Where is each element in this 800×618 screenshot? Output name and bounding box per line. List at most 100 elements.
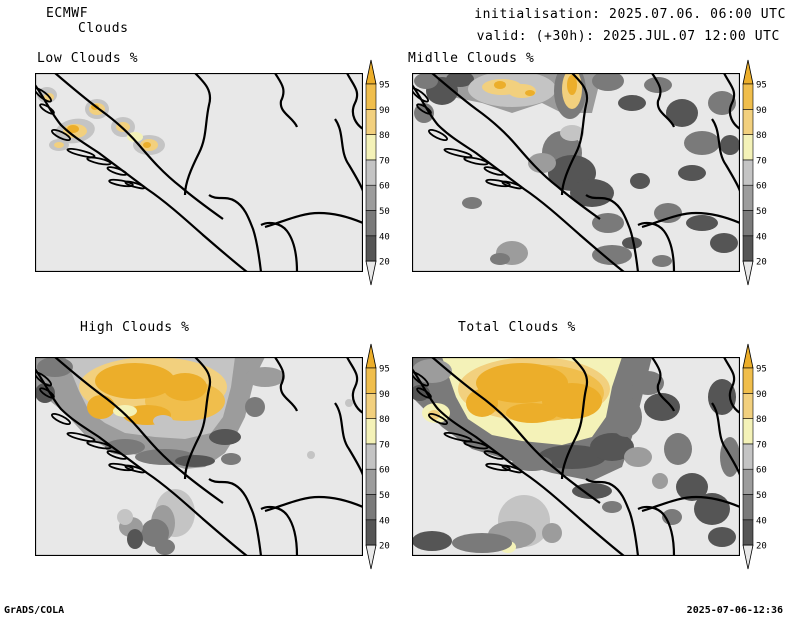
colorbar-bottom-arrow bbox=[742, 544, 754, 570]
cloud-field bbox=[127, 132, 143, 142]
map-background bbox=[35, 73, 363, 272]
border-line bbox=[264, 495, 363, 513]
colorbar-segment bbox=[365, 418, 377, 445]
total-clouds-map bbox=[412, 357, 740, 556]
colorbar-segment bbox=[365, 443, 377, 470]
cloud-field bbox=[412, 531, 452, 551]
colorbar-segment bbox=[365, 392, 377, 419]
colorbar-tick-label: 20 bbox=[756, 542, 767, 552]
colorbar-tick-label: 20 bbox=[379, 258, 390, 268]
border-line bbox=[723, 357, 740, 414]
colorbar-segment bbox=[742, 210, 754, 237]
cloud-field bbox=[676, 473, 708, 501]
border-line bbox=[431, 73, 601, 220]
border-line bbox=[651, 357, 676, 412]
cloud-field bbox=[710, 233, 738, 253]
border-line bbox=[346, 73, 363, 130]
island-outline bbox=[485, 178, 511, 188]
colorbar-tick-label: 50 bbox=[379, 491, 390, 501]
cloud-field bbox=[622, 237, 642, 249]
cloud-field bbox=[708, 379, 736, 415]
colorbar-segment bbox=[742, 235, 754, 262]
border-line bbox=[637, 505, 676, 556]
border-line bbox=[183, 357, 212, 480]
island-outline bbox=[483, 450, 505, 460]
colorbar-tick-label: 70 bbox=[756, 156, 767, 166]
cloud-field bbox=[538, 445, 606, 469]
colorbar-tick-label: 70 bbox=[379, 440, 390, 450]
border-line bbox=[54, 73, 224, 220]
colorbar-tick-label: 90 bbox=[379, 390, 390, 400]
island-outline bbox=[501, 464, 523, 474]
border-line bbox=[711, 118, 740, 192]
colorbar-segment bbox=[365, 108, 377, 135]
cloud-field bbox=[678, 165, 706, 181]
cloud-field bbox=[462, 197, 482, 209]
colorbar-tick-label: 50 bbox=[756, 207, 767, 217]
colorbar-tick-label: 20 bbox=[756, 258, 767, 268]
product-label: Clouds bbox=[78, 21, 129, 36]
cloud-field bbox=[452, 533, 512, 553]
colorbar-tick-label: 60 bbox=[756, 182, 767, 192]
colorbar-middle-svg: 20 40 50 60 70 80 90 95 bbox=[742, 59, 767, 286]
colorbar-segment bbox=[365, 210, 377, 237]
initialisation-time: initialisation: 2025.07.06. 06:00 UTC bbox=[474, 7, 786, 22]
colorbar-segment bbox=[742, 392, 754, 419]
island-outline bbox=[51, 128, 71, 142]
border-line bbox=[334, 402, 363, 476]
border-line bbox=[431, 357, 601, 504]
colorbar-tick-label: 80 bbox=[756, 415, 767, 425]
colorbar-tick-label: 95 bbox=[756, 81, 767, 91]
map-frame bbox=[412, 73, 740, 272]
panel-title-low: Low Clouds % bbox=[37, 51, 139, 66]
cloud-field bbox=[490, 253, 510, 265]
colorbar-top-arrow bbox=[365, 59, 377, 85]
cloud-field bbox=[592, 73, 624, 91]
island-outline bbox=[66, 431, 96, 443]
cloud-field bbox=[590, 433, 634, 461]
island-outline bbox=[463, 156, 489, 166]
cloud-field bbox=[644, 393, 680, 421]
cloud-field bbox=[67, 125, 79, 133]
panel-title-middle: Midlle Clouds % bbox=[408, 51, 535, 66]
island-outline bbox=[106, 450, 128, 460]
cloud-field bbox=[54, 142, 64, 148]
cloud-field bbox=[506, 403, 558, 423]
colorbar-segment bbox=[742, 468, 754, 495]
cloud-field bbox=[684, 131, 720, 155]
colorbar-top-arrow bbox=[742, 343, 754, 369]
cloud-field bbox=[708, 527, 736, 547]
cloud-field bbox=[652, 473, 668, 489]
border-line bbox=[264, 211, 363, 229]
border-line bbox=[641, 495, 740, 513]
colorbar-segment bbox=[365, 83, 377, 110]
island-outline bbox=[428, 128, 448, 142]
cloud-field bbox=[572, 483, 612, 499]
border-line bbox=[560, 357, 589, 480]
colorbar-low-svg: 20 40 50 60 70 80 90 95 bbox=[365, 59, 390, 286]
cloud-field bbox=[652, 255, 672, 267]
cloud-field bbox=[446, 73, 474, 87]
cloud-field bbox=[127, 529, 143, 549]
colorbar-segment bbox=[742, 494, 754, 521]
colorbar-tick-label: 50 bbox=[756, 491, 767, 501]
high-clouds-map bbox=[35, 357, 363, 556]
colorbar-bottom-arrow bbox=[365, 260, 377, 286]
low-clouds-map bbox=[35, 73, 363, 272]
colorbar-bottom-arrow bbox=[742, 260, 754, 286]
cloud-field bbox=[143, 142, 151, 148]
island-outline bbox=[108, 462, 134, 472]
colorbar-segment bbox=[742, 418, 754, 445]
cloud-field bbox=[209, 429, 241, 445]
border-line bbox=[260, 505, 299, 556]
cloud-field bbox=[87, 395, 115, 419]
panel-title-high: High Clouds % bbox=[80, 320, 190, 335]
colorbar-segment bbox=[365, 367, 377, 394]
cloud-field bbox=[245, 367, 285, 387]
cloud-field bbox=[686, 215, 718, 231]
island-outline bbox=[463, 440, 489, 450]
island-outline bbox=[51, 412, 71, 426]
cloud-field bbox=[666, 99, 698, 127]
colorbar-segment bbox=[742, 83, 754, 110]
colorbar-tick-label: 40 bbox=[379, 232, 390, 242]
